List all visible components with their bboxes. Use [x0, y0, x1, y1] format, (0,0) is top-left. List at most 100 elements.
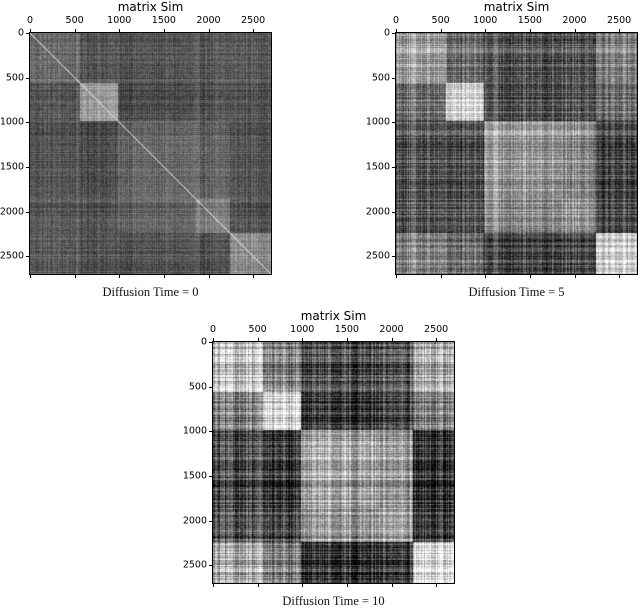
y-tick	[392, 256, 395, 258]
x-tick-label: 1000	[473, 15, 498, 26]
x-tick-label: 2500	[241, 15, 266, 26]
heatmap-axes	[212, 341, 455, 584]
y-tick	[392, 166, 395, 168]
x-tick-bottom	[396, 275, 397, 278]
x-tick-bottom	[30, 275, 31, 278]
x-tick-label: 0	[392, 15, 400, 26]
y-tick	[392, 122, 395, 124]
x-tick-bottom	[485, 275, 487, 278]
y-tick	[392, 211, 395, 213]
y-tick	[392, 33, 395, 34]
x-tick-top	[529, 29, 531, 32]
y-tick-label: 2500	[0, 250, 24, 262]
x-tick-label: 0	[209, 324, 217, 335]
chart-title: matrix Sim	[300, 309, 367, 323]
chart-caption: Diffusion Time = 0	[102, 285, 199, 299]
y-tick-label: 2500	[365, 250, 390, 262]
x-tick-top	[74, 29, 76, 32]
y-tick	[209, 520, 212, 522]
heatmap-canvas	[30, 33, 271, 274]
x-tick-bottom	[302, 584, 304, 587]
y-tick-label: 2000	[0, 206, 24, 218]
x-tick-top	[302, 338, 304, 341]
x-tick-top	[396, 29, 397, 32]
x-tick-bottom	[163, 275, 165, 278]
x-tick-label: 2000	[562, 15, 587, 26]
x-tick-bottom	[619, 275, 621, 278]
x-tick-label: 2500	[424, 324, 449, 335]
y-tick	[209, 342, 212, 343]
x-tick-top	[440, 29, 442, 32]
x-tick-bottom	[253, 275, 255, 278]
y-tick-label: 0	[383, 27, 390, 39]
y-tick	[392, 77, 395, 79]
x-tick-bottom	[574, 275, 576, 278]
y-tick-label: 1500	[0, 161, 24, 173]
y-tick	[26, 122, 29, 124]
x-tick-label: 0	[26, 15, 34, 26]
x-tick-bottom	[346, 584, 348, 587]
y-tick	[26, 166, 29, 168]
y-tick-label: 1000	[0, 116, 24, 128]
x-tick-top	[436, 338, 438, 341]
x-tick-bottom	[208, 275, 210, 278]
x-tick-label: 1500	[334, 324, 359, 335]
y-tick-label: 1000	[365, 116, 390, 128]
y-tick-label: 2000	[182, 515, 207, 527]
y-tick	[26, 77, 29, 79]
y-tick-label: 0	[200, 336, 207, 348]
x-tick-label: 1000	[290, 324, 315, 335]
x-tick-top	[619, 29, 621, 32]
x-tick-bottom	[529, 275, 531, 278]
y-tick	[209, 386, 212, 388]
x-tick-bottom	[119, 275, 121, 278]
y-tick-label: 2000	[365, 206, 390, 218]
x-tick-bottom	[440, 275, 442, 278]
y-tick-label: 1000	[182, 425, 207, 437]
x-tick-label: 500	[65, 15, 84, 26]
x-tick-top	[163, 29, 165, 32]
x-tick-label: 500	[431, 15, 450, 26]
x-tick-label: 1500	[517, 15, 542, 26]
y-tick	[26, 211, 29, 213]
heatmap-axes	[29, 32, 272, 275]
x-tick-top	[213, 338, 214, 341]
y-tick-label: 500	[5, 72, 24, 84]
heatmap-canvas	[213, 342, 454, 583]
chart-title: matrix Sim	[483, 0, 550, 14]
x-tick-top	[257, 338, 259, 341]
x-tick-bottom	[436, 584, 438, 587]
x-tick-top	[30, 29, 31, 32]
y-tick-label: 1500	[182, 470, 207, 482]
x-tick-label: 1500	[151, 15, 176, 26]
x-tick-top	[574, 29, 576, 32]
y-tick-label: 2500	[182, 559, 207, 571]
x-tick-top	[253, 29, 255, 32]
y-tick-label: 500	[188, 381, 207, 393]
x-tick-top	[391, 338, 393, 341]
y-tick-label: 1500	[365, 161, 390, 173]
x-tick-label: 1000	[107, 15, 132, 26]
y-tick	[209, 431, 212, 433]
y-tick-label: 0	[17, 27, 24, 39]
y-tick	[26, 256, 29, 258]
x-tick-bottom	[213, 584, 214, 587]
y-tick	[209, 475, 212, 477]
heatmap-canvas	[396, 33, 637, 274]
chart-caption: Diffusion Time = 5	[468, 285, 565, 299]
x-tick-bottom	[391, 584, 393, 587]
x-tick-bottom	[74, 275, 76, 278]
y-tick-label: 500	[371, 72, 390, 84]
x-tick-top	[485, 29, 487, 32]
x-tick-top	[346, 338, 348, 341]
x-tick-label: 500	[248, 324, 267, 335]
y-tick	[26, 33, 29, 34]
chart-title: matrix Sim	[117, 0, 184, 14]
x-tick-top	[119, 29, 121, 32]
x-tick-top	[208, 29, 210, 32]
x-tick-label: 2500	[607, 15, 632, 26]
heatmap-axes	[395, 32, 638, 275]
x-tick-label: 2000	[196, 15, 221, 26]
y-tick	[209, 565, 212, 567]
x-tick-bottom	[257, 584, 259, 587]
